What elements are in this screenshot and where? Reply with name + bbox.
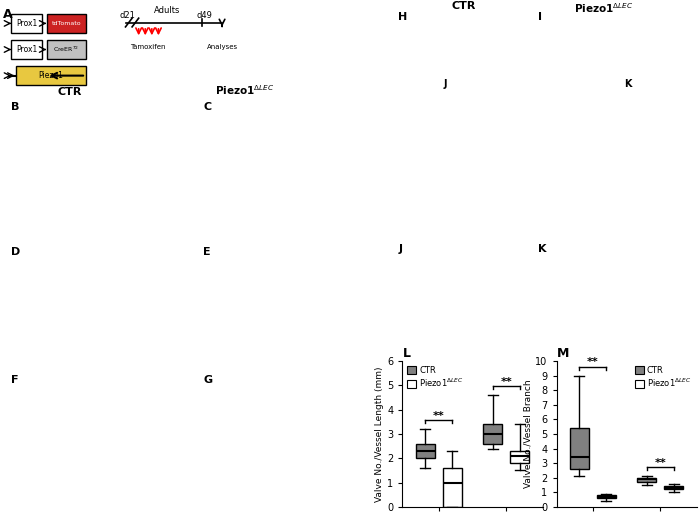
- Text: **: **: [500, 377, 512, 387]
- Text: J: J: [443, 79, 447, 89]
- PathPatch shape: [483, 424, 503, 443]
- Bar: [16, 66, 86, 85]
- Bar: [46, 40, 86, 59]
- Text: **: **: [654, 458, 666, 468]
- Text: CTR: CTR: [452, 1, 475, 11]
- PathPatch shape: [596, 495, 616, 498]
- PathPatch shape: [510, 451, 529, 463]
- PathPatch shape: [416, 443, 435, 458]
- Text: Piezo1: Piezo1: [38, 71, 63, 80]
- Text: I: I: [538, 12, 543, 22]
- PathPatch shape: [664, 486, 683, 489]
- Legend: CTR, Piezo1$^{\Delta LEC}$: CTR, Piezo1$^{\Delta LEC}$: [634, 365, 692, 390]
- Text: K: K: [624, 79, 631, 89]
- Text: tdTomato: tdTomato: [51, 21, 81, 26]
- Text: d21: d21: [120, 11, 136, 20]
- Text: A: A: [3, 8, 12, 20]
- Text: CreER$^{T2}$: CreER$^{T2}$: [53, 45, 79, 54]
- Text: d49: d49: [197, 11, 212, 20]
- Text: L: L: [402, 347, 410, 360]
- Text: Piezo1$^{\Delta LEC}$: Piezo1$^{\Delta LEC}$: [574, 1, 633, 15]
- Text: **: **: [587, 357, 598, 367]
- Bar: [46, 14, 86, 33]
- Legend: CTR, Piezo1$^{\Delta LEC}$: CTR, Piezo1$^{\Delta LEC}$: [407, 365, 465, 390]
- Text: E: E: [203, 247, 211, 257]
- PathPatch shape: [570, 428, 589, 469]
- Bar: [11, 40, 42, 59]
- Text: C: C: [203, 101, 211, 112]
- Text: B: B: [10, 101, 19, 112]
- Text: F: F: [10, 375, 18, 385]
- Text: Prox1: Prox1: [16, 19, 37, 28]
- Y-axis label: Valve No./Vessel Length (mm): Valve No./Vessel Length (mm): [375, 366, 384, 502]
- Bar: [11, 14, 42, 33]
- Text: H: H: [398, 12, 407, 22]
- Text: K: K: [538, 244, 547, 254]
- Text: D: D: [10, 247, 20, 257]
- PathPatch shape: [442, 468, 462, 507]
- Text: Piezo1$^{\Delta LEC}$: Piezo1$^{\Delta LEC}$: [216, 83, 274, 97]
- Text: Prox1: Prox1: [16, 45, 37, 54]
- Y-axis label: Valve No./Vessel Branch: Valve No./Vessel Branch: [524, 379, 533, 488]
- Text: J: J: [398, 244, 402, 254]
- Text: **: **: [433, 411, 445, 421]
- Text: Tamoxifen: Tamoxifen: [130, 44, 165, 50]
- Text: G: G: [203, 375, 212, 385]
- Text: M: M: [556, 347, 569, 360]
- PathPatch shape: [637, 478, 657, 482]
- Text: CTR: CTR: [58, 87, 82, 97]
- Text: Adults: Adults: [154, 6, 181, 15]
- Text: Analyses: Analyses: [206, 44, 237, 50]
